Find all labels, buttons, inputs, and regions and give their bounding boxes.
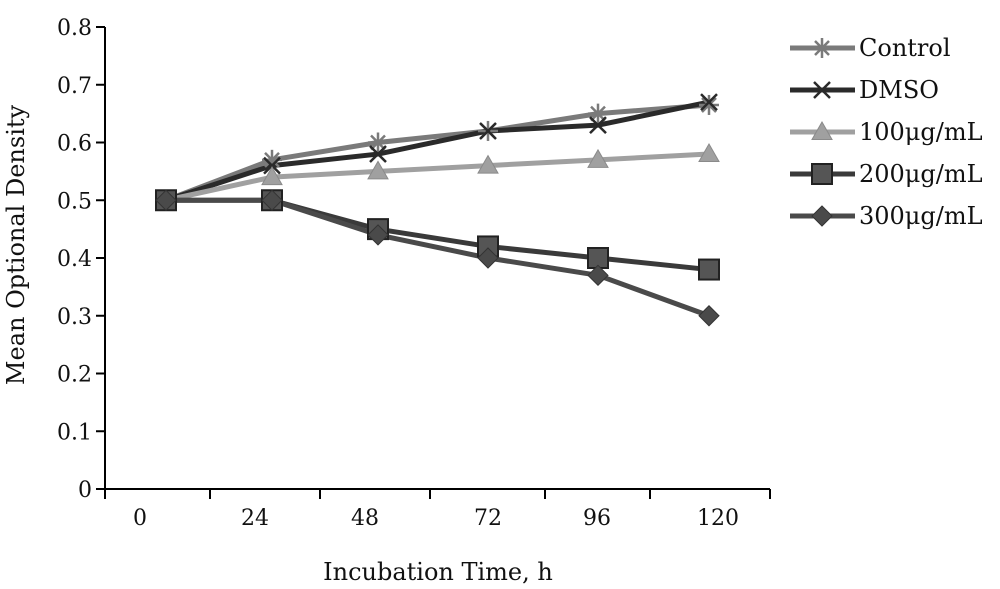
data-point-2-4 [587, 148, 609, 168]
series-line-3 [166, 197, 710, 273]
y-tick-label: 0.6 [57, 132, 92, 157]
x-tick-label: 0 [133, 506, 147, 531]
data-point-1-3 [479, 122, 497, 140]
data-point-3-5 [698, 258, 720, 281]
data-point-4-2 [367, 224, 389, 246]
series-line-1 [165, 99, 710, 203]
data-point-4-1 [261, 189, 283, 211]
series-line-2 [165, 151, 710, 203]
y-tick-label: 0.2 [57, 363, 92, 388]
y-tick-label: 0.3 [57, 305, 92, 330]
x-axis-title: Incubation Time, h [323, 558, 553, 586]
series-markers [155, 93, 720, 327]
square-marker [811, 163, 833, 185]
data-point-0-5 [699, 94, 719, 115]
x-ticks: 0 24 48 72 96 120 [104, 489, 771, 531]
data-point-1-2 [369, 145, 387, 163]
legend-label: 300μg/mL [859, 202, 983, 230]
y-tick-label: 0.4 [57, 247, 92, 272]
legend-label: DMSO [859, 76, 939, 104]
x-marker [813, 81, 831, 99]
y-tick-label: 0.8 [57, 16, 92, 41]
x-tick-label: 24 [241, 506, 269, 531]
data-point-1-4 [589, 116, 607, 135]
legend: Control DMSO 100μg/mL 200μg/mL 300μg/mL [790, 34, 983, 230]
legend-label: 100μg/mL [859, 118, 983, 146]
data-point-2-5 [698, 143, 720, 163]
y-tick-label: 0.7 [57, 74, 92, 99]
data-point-0-4 [588, 103, 608, 124]
legend-item: 300μg/mL [790, 202, 983, 230]
legend-label: 200μg/mL [859, 160, 983, 188]
x-tick-label: 72 [474, 506, 502, 531]
data-point-4-0 [155, 189, 177, 211]
y-axis-title: Mean Optional Density [2, 104, 30, 385]
legend-item: Control [790, 34, 951, 62]
series-line-4 [166, 197, 710, 319]
data-point-2-3 [477, 154, 499, 174]
y-ticks: 0 0.1 0.2 0.3 0.4 0.5 0.6 0.7 0.8 [57, 16, 105, 503]
legend-item: DMSO [790, 76, 939, 104]
data-point-4-4 [587, 264, 609, 287]
data-point-2-1 [261, 166, 283, 186]
plot-area: 0 0.1 0.2 0.3 0.4 0.5 0.6 0.7 0.8 0 24 48 72 96 120 [57, 16, 771, 531]
data-point-1-1 [263, 156, 281, 175]
data-point-0-2 [368, 132, 388, 153]
data-point-2-2 [367, 160, 389, 180]
legend-label: Control [859, 34, 951, 62]
data-point-1-5 [700, 93, 718, 111]
data-point-4-5 [698, 305, 720, 327]
legend-item: 200μg/mL [790, 160, 983, 188]
x-tick-label: 48 [351, 506, 379, 531]
series-line-0 [165, 102, 710, 203]
legend-item: 100μg/mL [790, 118, 983, 146]
asterisk-marker [812, 38, 832, 58]
diamond-marker [811, 205, 833, 227]
y-tick-label: 0.5 [57, 189, 92, 214]
y-tick-label: 0 [78, 478, 92, 503]
x-tick-label: 120 [697, 506, 739, 531]
y-tick-label: 0.1 [57, 420, 92, 445]
series-lines [165, 99, 710, 319]
data-point-4-3 [477, 247, 499, 269]
x-tick-label: 96 [583, 506, 611, 531]
triangle-marker [811, 120, 833, 140]
